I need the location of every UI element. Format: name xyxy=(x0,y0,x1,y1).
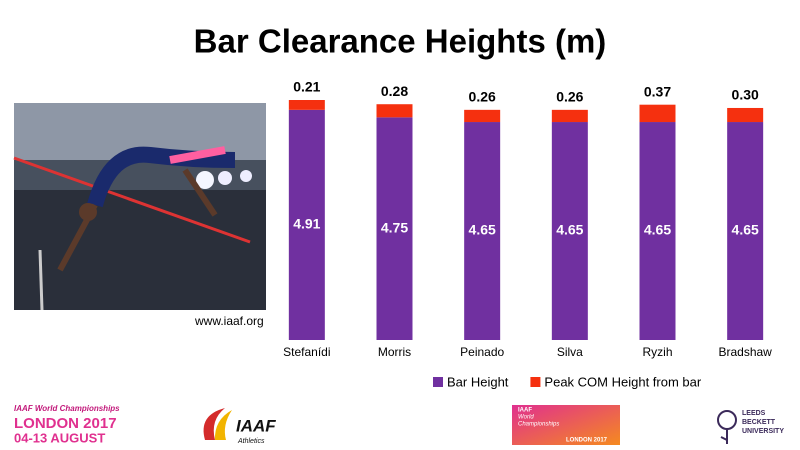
chart-title: Bar Clearance Heights (m) xyxy=(194,23,607,60)
logo-text: LONDON 2017 xyxy=(566,438,608,444)
logo-text: 04-13 AUGUST xyxy=(14,430,105,445)
logo-text: Championships xyxy=(518,422,559,428)
legend-label: Bar Height xyxy=(447,374,509,389)
value-label: 0.28 xyxy=(381,83,408,99)
x-tick-label: Silva xyxy=(557,345,583,359)
value-label: 0.30 xyxy=(732,87,759,103)
bar-segment xyxy=(464,109,501,123)
x-tick-label: Stefanídi xyxy=(283,345,330,359)
x-tick-label: Ryzih xyxy=(642,345,672,359)
bar-segment xyxy=(727,122,764,340)
bar-segment xyxy=(376,104,413,118)
value-label: 0.37 xyxy=(644,83,671,99)
footer: IAAF World Championships LONDON 2017 04-… xyxy=(14,404,784,445)
value-label: 4.65 xyxy=(644,222,671,238)
bar-segment xyxy=(727,107,764,123)
logo-text: LONDON 2017 xyxy=(14,415,117,432)
logo-text: IAAF xyxy=(518,408,532,414)
x-tick-label: Morris xyxy=(378,345,411,359)
bar-segment xyxy=(376,117,413,340)
bar-segment xyxy=(288,100,325,110)
photo-caption: www.iaaf.org xyxy=(194,314,264,328)
logo-text: IAAF xyxy=(236,416,276,435)
value-label: 4.65 xyxy=(556,222,583,238)
value-label: 4.65 xyxy=(469,222,496,238)
logo-text: BECKETT xyxy=(742,419,776,426)
legend-swatch xyxy=(433,377,443,387)
logo-text: LEEDS xyxy=(742,410,766,417)
value-label: 0.26 xyxy=(469,89,496,105)
bar-segment xyxy=(639,104,676,123)
logo-rose xyxy=(720,429,728,444)
logo-swirl xyxy=(203,408,225,440)
bar-segment xyxy=(551,109,588,123)
value-label: 4.75 xyxy=(381,219,408,235)
x-tick-label: Bradshaw xyxy=(718,345,772,359)
x-tick-label: Peinado xyxy=(460,345,504,359)
logo-text: World xyxy=(518,415,534,421)
value-label: 4.91 xyxy=(293,216,320,232)
value-label: 0.21 xyxy=(293,79,320,95)
logo-text: IAAF World Championships xyxy=(14,404,120,413)
value-label: 0.26 xyxy=(556,89,583,105)
bar-segment xyxy=(464,122,501,340)
logo-box xyxy=(512,405,620,445)
bar-segment xyxy=(551,122,588,340)
photo xyxy=(13,103,266,311)
logo-text: UNIVERSITY xyxy=(742,428,784,435)
bar-segment xyxy=(288,109,325,340)
bar-segment xyxy=(639,122,676,340)
legend-label: Peak COM Height from bar xyxy=(544,374,701,389)
value-label: 4.65 xyxy=(732,222,759,238)
logo-swirl xyxy=(214,410,232,440)
legend-swatch xyxy=(530,377,541,387)
logo-text: Athletics xyxy=(237,438,265,445)
